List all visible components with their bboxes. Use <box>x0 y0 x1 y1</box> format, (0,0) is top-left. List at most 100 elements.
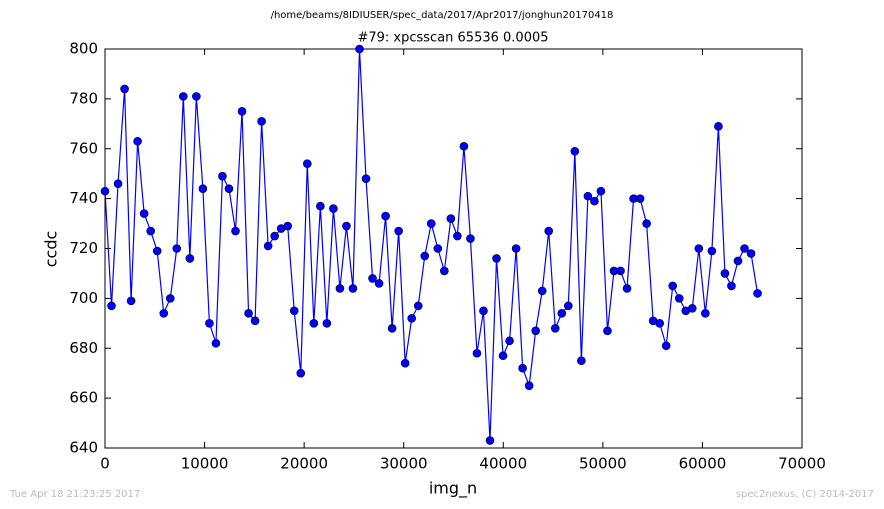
data-point <box>642 219 651 228</box>
x-tick-label: 70000 <box>778 455 826 473</box>
data-point <box>668 281 678 291</box>
data-point <box>152 246 162 256</box>
data-point <box>498 351 508 361</box>
data-point <box>446 214 456 223</box>
data-point <box>205 319 214 328</box>
data-point <box>120 84 129 94</box>
data-point <box>570 146 580 156</box>
data-point <box>466 234 475 243</box>
data-point <box>322 319 332 328</box>
data-point <box>192 92 201 101</box>
data-point <box>453 231 462 241</box>
data-point <box>387 323 397 333</box>
data-point <box>361 174 371 183</box>
data-point <box>172 244 182 253</box>
x-tick-label: 30000 <box>380 455 428 473</box>
data-point <box>185 254 195 263</box>
data-point <box>701 309 710 318</box>
y-tick-label: 800 <box>69 40 98 58</box>
data-point <box>211 338 221 348</box>
y-tick-label: 780 <box>69 89 98 107</box>
data-point <box>348 284 358 293</box>
data-point <box>577 356 586 366</box>
data-point <box>583 191 593 201</box>
data-point <box>342 221 351 231</box>
data-point <box>426 219 436 228</box>
data-point <box>590 196 599 206</box>
chart-title: #79: xpcsscan 65536 0.0005 <box>357 31 548 46</box>
data-point <box>374 279 384 288</box>
data-point <box>355 44 364 54</box>
data-point <box>368 274 377 283</box>
data-point <box>479 306 488 316</box>
data-point <box>714 122 723 131</box>
data-point <box>518 363 527 373</box>
data-point <box>661 341 671 351</box>
y-tick-label: 660 <box>69 389 98 407</box>
data-point <box>394 226 403 236</box>
data-point <box>707 246 717 256</box>
data-point <box>655 319 664 328</box>
data-point <box>126 296 136 306</box>
data-point <box>400 358 410 368</box>
data-point <box>100 186 110 196</box>
data-point <box>302 159 312 169</box>
data-point <box>635 194 645 203</box>
y-tick-label: 700 <box>69 289 98 307</box>
data-point <box>407 314 416 323</box>
data-point <box>289 306 299 316</box>
x-tick-label: 50000 <box>579 455 627 473</box>
data-point <box>113 179 123 188</box>
data-point <box>413 301 423 311</box>
data-point <box>603 326 612 336</box>
data-point <box>616 266 625 276</box>
data-point <box>231 226 240 236</box>
footer-right: spec2nexus, (C) 2014-2017 <box>736 489 874 500</box>
data-point <box>511 244 521 253</box>
y-tick-label: 760 <box>69 139 98 157</box>
data-point <box>524 381 534 390</box>
x-tick-label: 60000 <box>679 455 727 473</box>
header: /home/beams/8IDIUSER/spec_data/2017/Apr2… <box>271 10 614 21</box>
data-point <box>492 254 501 263</box>
data-point <box>746 249 756 258</box>
data-point <box>459 141 469 151</box>
data-point <box>224 184 234 193</box>
data-point <box>472 348 482 358</box>
data-point <box>218 171 227 181</box>
data-point <box>433 244 443 253</box>
data-point <box>250 316 260 326</box>
data-point <box>165 294 175 303</box>
footer-left: Tue Apr 18 21:23:25 2017 <box>9 489 140 500</box>
data-point <box>237 107 247 116</box>
data-point <box>687 304 697 313</box>
data-point <box>146 226 155 236</box>
x-tick-label: 0 <box>100 455 110 473</box>
x-tick-label: 10000 <box>181 455 229 473</box>
data-point <box>622 284 632 293</box>
data-line <box>104 48 759 441</box>
data-point <box>753 289 762 298</box>
data-point <box>550 323 560 333</box>
data-point <box>133 136 142 146</box>
data-point <box>159 309 169 318</box>
data-point <box>733 256 743 266</box>
y-tick-label: 640 <box>69 439 98 457</box>
data-point <box>440 266 449 276</box>
data-point <box>505 336 514 346</box>
data-point <box>537 286 547 296</box>
data-point <box>557 309 567 318</box>
data-point <box>727 281 736 291</box>
y-tick-label: 720 <box>69 239 98 257</box>
data-point <box>694 244 704 253</box>
data-point <box>740 244 749 253</box>
data-point <box>257 117 266 126</box>
data-point <box>198 184 208 193</box>
x-axis-label: img_n <box>429 479 477 499</box>
data-point <box>309 319 319 328</box>
data-point <box>420 251 430 261</box>
data-point <box>263 241 273 251</box>
data-point <box>316 201 325 211</box>
data-point <box>329 204 338 213</box>
data-point <box>720 269 730 278</box>
